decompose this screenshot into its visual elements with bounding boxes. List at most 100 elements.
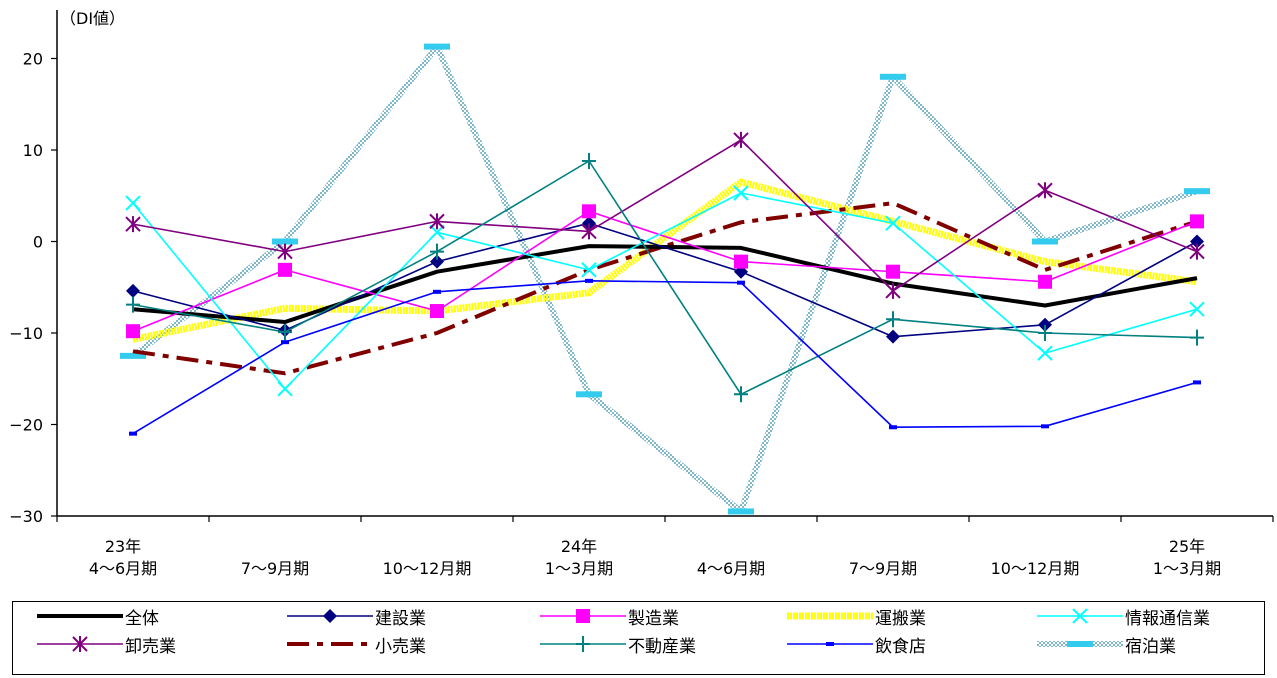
series-6 [132,201,1198,376]
data-point-x [733,185,749,201]
data-point-bar [272,238,298,245]
legend-symbol [540,636,626,652]
data-point-asterisk [429,213,445,230]
data-point-diamond [1038,317,1052,332]
y-tick-label: 0 [33,233,43,252]
data-point-plus [734,386,748,403]
data-point-dash [129,431,137,436]
data-point-plus [886,311,900,328]
y-tick-label: −20 [9,416,43,435]
data-point-dash [1041,424,1049,429]
x-tick-label: 7〜9月期 [241,559,309,578]
data-point-bar [1184,188,1210,195]
data-point-x [125,195,141,211]
data-point-bar [1067,641,1093,647]
legend-label: 不動産業 [628,636,696,657]
data-point-square [886,264,900,279]
data-point-plus [576,636,590,652]
line-chart: （DI値） 20 10 0 −10 −20 −30 23年 4〜6月期 7〜9月期 10〜12月期… [9,9,1274,578]
y-tick-label: −30 [9,507,43,526]
series-line [132,178,1198,343]
x-tick-label: 1〜3月期 [1153,559,1221,578]
data-point-dash [737,280,745,285]
legend-symbol [787,612,873,620]
legend-label: 全体 [125,608,159,629]
axes: 20 10 0 −10 −20 −30 23年 4〜6月期 7〜9月期 10〜12月期 24年 1〜3… [9,10,1274,578]
y-tick-label: 10 [23,141,43,160]
data-point-dash [433,289,441,294]
y-axis-unit-label: （DI値） [60,9,125,28]
data-point-square [734,254,748,269]
legend-label: 小売業 [375,636,426,657]
legend-label: 宿泊業 [1125,636,1176,657]
series-layer [120,43,1210,515]
data-point-bar [880,73,906,80]
data-point-bar [120,352,146,359]
legend-item: 宿泊業 [1035,630,1176,658]
legend-symbol [37,636,123,652]
data-point-diamond [1190,234,1204,249]
data-point-square [1038,274,1052,289]
legend-item: 不動産業 [538,630,696,658]
series-line [132,160,1198,396]
legend-symbol [287,609,373,623]
data-point-asterisk [125,216,141,233]
series-3 [132,178,1198,343]
legend-item: 情報通信業 [1035,602,1210,630]
data-point-asterisk [277,243,293,260]
data-point-x [581,262,597,278]
data-point-plus [430,243,444,260]
data-point-bar [576,391,602,398]
legend-label: 情報通信業 [1125,608,1210,629]
data-point-asterisk [1037,182,1053,199]
data-point-dash [826,642,834,646]
data-point-x [885,215,901,231]
series-5 [125,131,1205,299]
legend-symbol [37,614,123,618]
series-line [131,43,1198,515]
legend-item: 小売業 [285,630,426,658]
data-point-square [1190,214,1204,229]
data-point-diamond [430,254,444,269]
x-tick-label: 7〜9月期 [849,559,917,578]
data-point-bar [424,43,450,50]
data-point-square [582,204,596,219]
legend-item: 製造業 [538,602,679,630]
series-line [132,139,1198,292]
legend-label: 建設業 [375,608,426,629]
data-point-plus [126,296,140,313]
data-point-dash [281,340,289,345]
x-tick-label: 1〜3月期 [545,559,613,578]
data-point-asterisk [581,223,597,240]
legend-symbol [787,642,873,646]
series-4 [125,185,1205,397]
x-tick-label: 4〜6月期 [89,559,157,578]
data-point-x [1037,345,1053,361]
series-9 [120,43,1210,515]
x-tick-label-year: 24年 [561,537,597,556]
data-point-diamond [323,609,337,623]
data-point-bar [728,508,754,515]
data-point-x [277,381,293,397]
legend-label: 製造業 [628,608,679,629]
legend-item: 運搬業 [785,602,926,630]
legend-symbol [1037,608,1123,624]
data-point-plus [582,152,596,169]
data-point-plus [278,324,292,341]
series-8 [129,278,1201,436]
data-point-square [278,262,292,277]
data-point-square [576,609,590,623]
data-point-dash [1193,380,1201,385]
data-point-asterisk [733,131,749,148]
legend-symbol [1037,641,1123,647]
data-point-dash [889,425,897,430]
legend-label: 運搬業 [875,608,926,629]
data-point-plus [1190,329,1204,346]
data-point-x [1072,608,1088,624]
data-point-x [1189,301,1205,317]
series-7 [126,152,1204,403]
x-tick-label: 10〜12月期 [991,559,1080,578]
y-tick-label: −10 [9,324,43,343]
x-tick-label-year: 25年 [1169,537,1205,556]
data-point-asterisk [72,636,88,652]
